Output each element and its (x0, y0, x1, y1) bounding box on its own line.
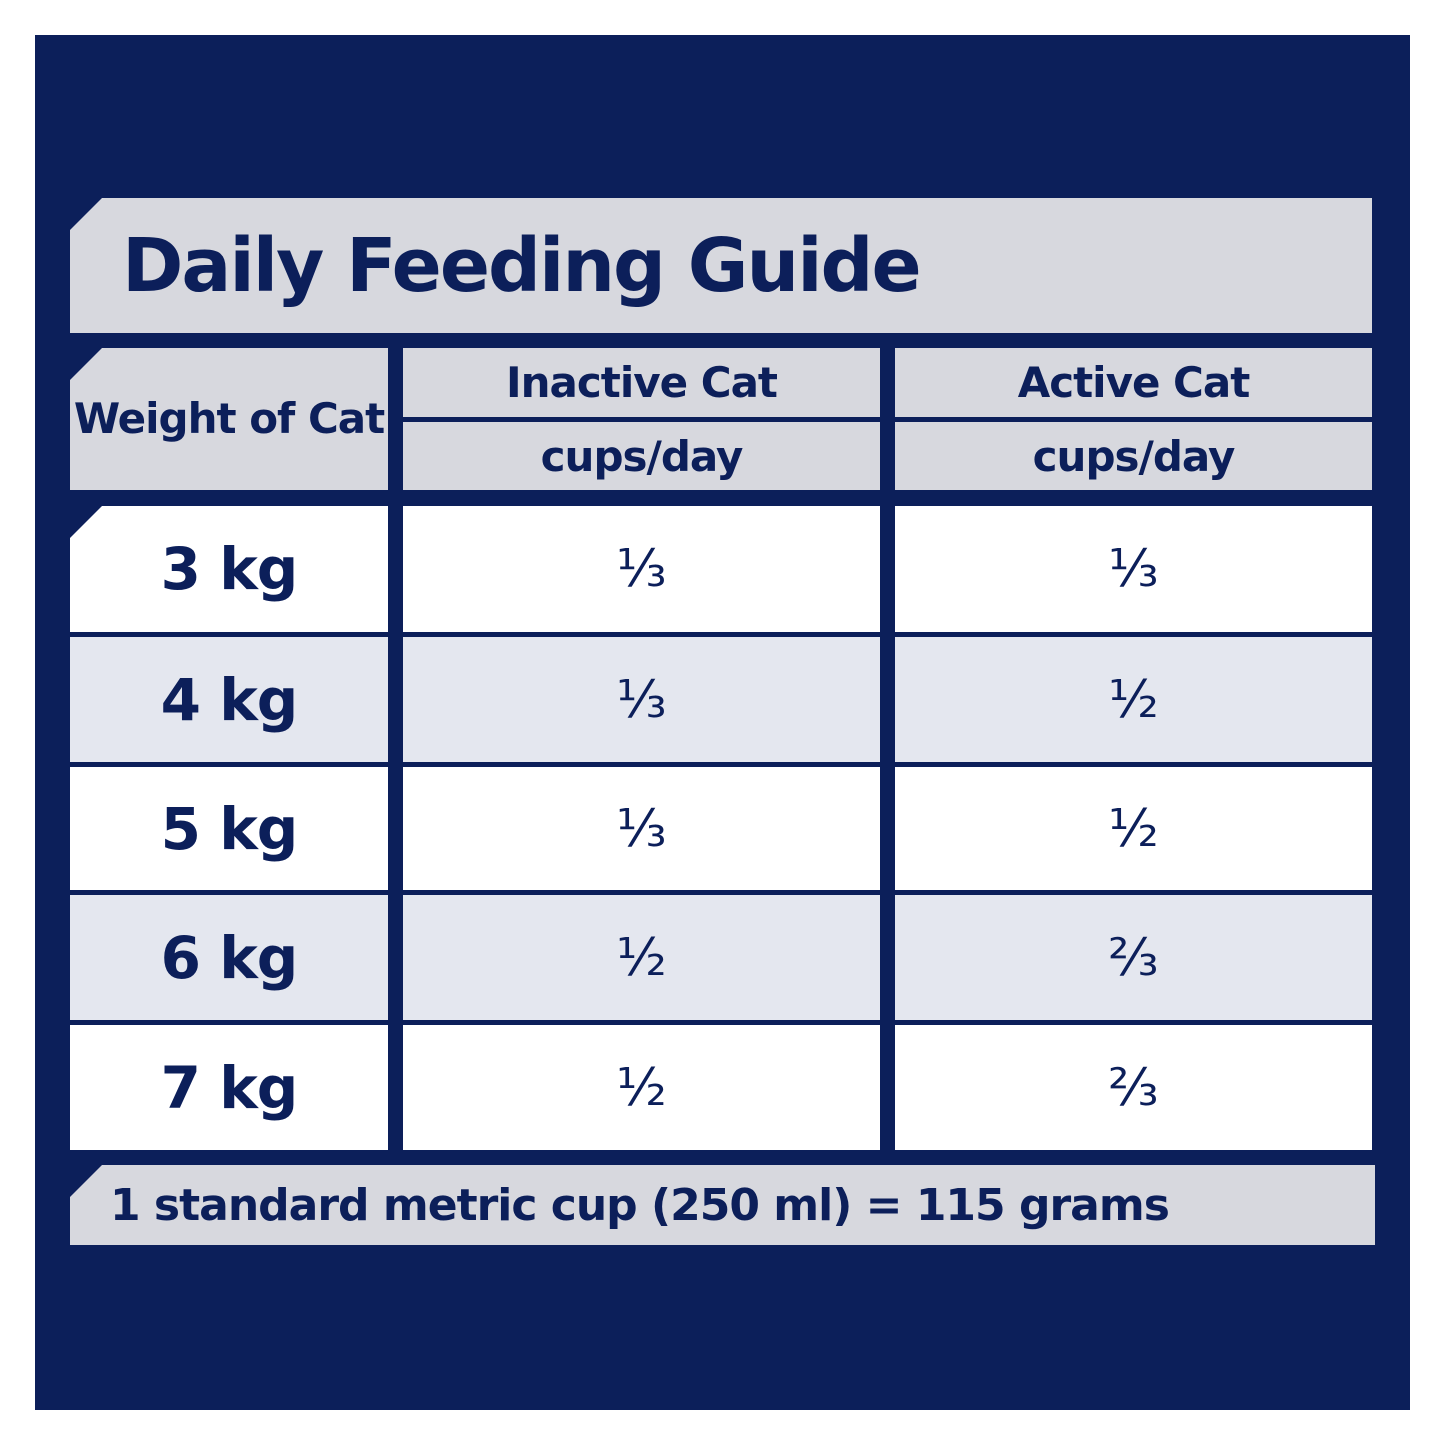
footer-note: 1 standard metric cup (250 ml) = 115 gra… (70, 1165, 1375, 1245)
header-active-unit: cups/day (895, 422, 1372, 490)
header-inactive-unit: cups/day (403, 422, 880, 490)
page-title: Daily Feeding Guide (70, 198, 1372, 333)
table-cell-weight: 6 kg (70, 895, 388, 1020)
table-cell-weight: 5 kg (70, 767, 388, 890)
table-cell-inactive: ⅓ (403, 637, 880, 762)
table-cell-active: ⅔ (895, 895, 1372, 1020)
table-cell-active: ½ (895, 767, 1372, 890)
header-inactive: Inactive Cat (403, 348, 880, 417)
table-cell-inactive: ⅓ (403, 506, 880, 632)
header-active: Active Cat (895, 348, 1372, 417)
table-cell-inactive: ½ (403, 895, 880, 1020)
table-cell-weight: 4 kg (70, 637, 388, 762)
header-weight: Weight of Cat (70, 348, 388, 490)
table-cell-inactive: ½ (403, 1025, 880, 1150)
table-cell-inactive: ⅓ (403, 767, 880, 890)
table-cell-active: ⅔ (895, 1025, 1372, 1150)
table-cell-weight: 3 kg (70, 506, 388, 632)
table-cell-weight: 7 kg (70, 1025, 388, 1150)
table-cell-active: ½ (895, 637, 1372, 762)
table-cell-active: ⅓ (895, 506, 1372, 632)
